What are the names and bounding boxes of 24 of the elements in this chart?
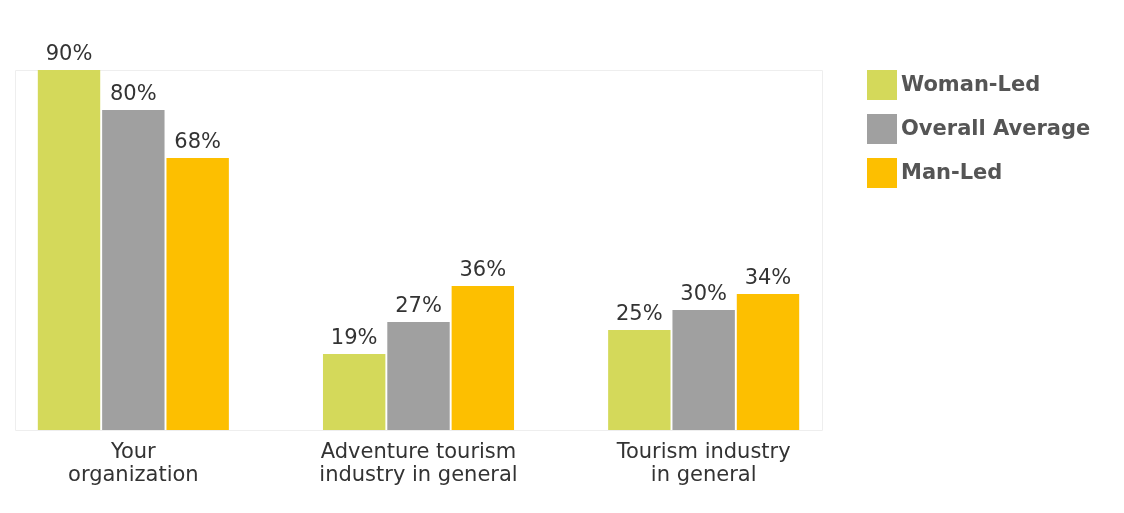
data-label: 80%: [110, 81, 157, 105]
data-label: 68%: [174, 129, 222, 153]
legend-label: Woman-Led: [901, 72, 1041, 96]
data-label: 25%: [615, 301, 663, 325]
bar: [102, 110, 165, 430]
data-label: 19%: [330, 325, 378, 349]
x-tick-label: Your organization: [68, 438, 199, 486]
data-label: 90%: [45, 41, 93, 65]
bar: [672, 310, 735, 430]
bar: [37, 70, 101, 430]
bar: [736, 294, 800, 430]
x-tick-label: Adventure tourism industry in general: [319, 438, 518, 486]
data-label: 36%: [459, 257, 507, 281]
bar: [387, 322, 450, 430]
legend-label: Man-Led: [901, 160, 1003, 184]
legend-label: Overall Average: [901, 116, 1091, 140]
bar: [608, 330, 671, 430]
x-tick-label: Tourism industry in general: [615, 438, 791, 486]
data-label: 27%: [395, 293, 442, 317]
bar: [322, 354, 386, 430]
data-label: 30%: [680, 281, 727, 305]
bar: [166, 158, 229, 430]
data-label: 34%: [744, 265, 792, 289]
bar: [451, 286, 515, 430]
